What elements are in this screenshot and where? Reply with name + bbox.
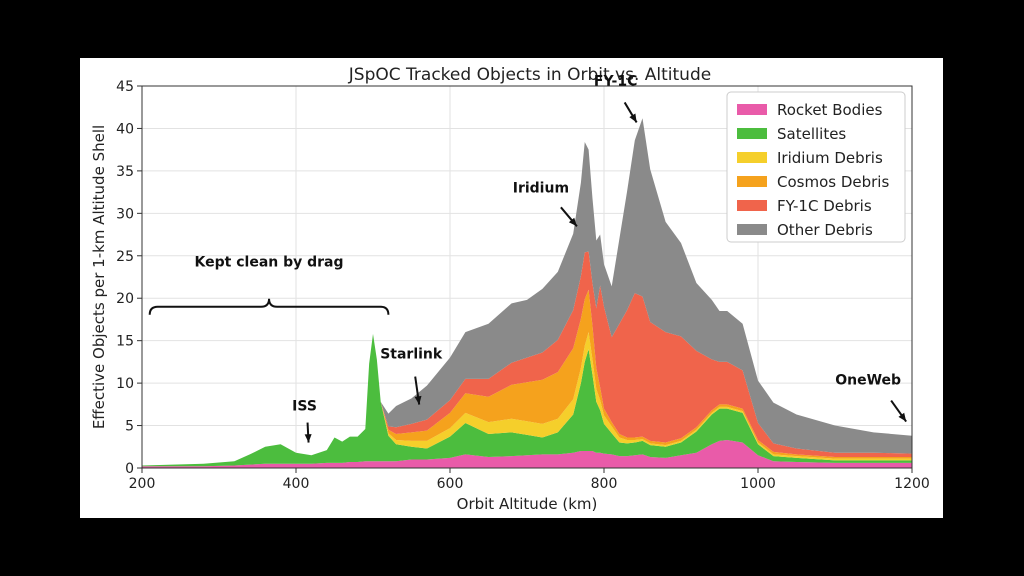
legend-label-satellites: Satellites — [777, 125, 846, 143]
y-axis-ticks: 0 5 10 15 20 25 30 35 40 45 — [116, 79, 142, 477]
annotation-label: FY-1C — [594, 73, 637, 89]
annotation-arrowhead — [414, 395, 422, 405]
annotation-arrowhead — [568, 217, 577, 227]
legend-label-fy-1c-debris: FY-1C Debris — [777, 197, 872, 215]
y-tick-label: 30 — [116, 206, 134, 222]
annotation-arrowhead — [304, 434, 312, 443]
annotation-arrowhead — [629, 113, 637, 123]
y-tick-label: 35 — [116, 164, 134, 180]
annotation-label: Starlink — [380, 347, 443, 363]
area-fy-1c-debris — [142, 251, 912, 466]
y-axis-label: Effective Objects per 1-km Altitude Shel… — [90, 125, 108, 429]
legend-swatch-satellites — [737, 128, 767, 139]
y-tick-label: 20 — [116, 291, 134, 307]
annotation-label: Kept clean by drag — [195, 255, 344, 271]
legend-label-iridium-debris: Iridium Debris — [777, 149, 883, 167]
legend-label-cosmos-debris: Cosmos Debris — [777, 173, 889, 191]
legend-swatch-iridium-debris — [737, 152, 767, 163]
legend-label-rocket-bodies: Rocket Bodies — [777, 101, 883, 119]
y-tick-label: 15 — [116, 334, 134, 350]
legend-swatch-fy-1c-debris — [737, 200, 767, 211]
legend-swatch-rocket-bodies — [737, 104, 767, 115]
annotation-label: OneWeb — [835, 373, 901, 389]
annotation-label: Iridium — [513, 180, 569, 196]
y-tick-label: 5 — [125, 419, 134, 435]
y-tick-label: 10 — [116, 376, 134, 392]
chart: JSpOC Tracked Objects in Orbit vs. Altit… — [90, 65, 930, 513]
area-other-debris — [142, 118, 912, 466]
x-tick-label: 800 — [591, 476, 618, 492]
x-axis-ticks: 200 400 600 800 1000 1200 — [129, 468, 930, 492]
plot-border — [141, 85, 913, 469]
annotations: FY-1C Iridium Starlink ISS OneWeb Kept clean … — [148, 73, 907, 443]
legend: Rocket Bodies Satellites Iridium Debris Cos… — [726, 91, 906, 243]
y-tick-label: 25 — [116, 249, 134, 265]
x-axis-label: Orbit Altitude (km) — [457, 495, 598, 513]
annotation-label: ISS — [292, 399, 317, 415]
x-tick-label: 400 — [283, 476, 310, 492]
legend-swatch-cosmos-debris — [737, 176, 767, 187]
legend-label-other-debris: Other Debris — [777, 221, 873, 239]
chart-title: JSpOC Tracked Objects in Orbit vs. Altit… — [348, 65, 711, 85]
area-satellites — [142, 333, 912, 467]
y-tick-label: 45 — [116, 79, 134, 95]
x-tick-label: 1200 — [894, 476, 930, 492]
x-tick-label: 600 — [437, 476, 464, 492]
y-tick-label: 0 — [125, 461, 134, 477]
y-tick-label: 40 — [116, 121, 134, 137]
area-rocket-bodies — [142, 439, 912, 468]
annotation-arrowhead — [898, 412, 907, 422]
x-tick-label: 1000 — [740, 476, 776, 492]
legend-box — [726, 91, 906, 243]
chart-panel: JSpOC Tracked Objects in Orbit vs. Altit… — [80, 58, 943, 518]
stacked-areas — [142, 118, 912, 468]
legend-swatch-other-debris — [737, 224, 767, 235]
x-tick-label: 200 — [129, 476, 156, 492]
